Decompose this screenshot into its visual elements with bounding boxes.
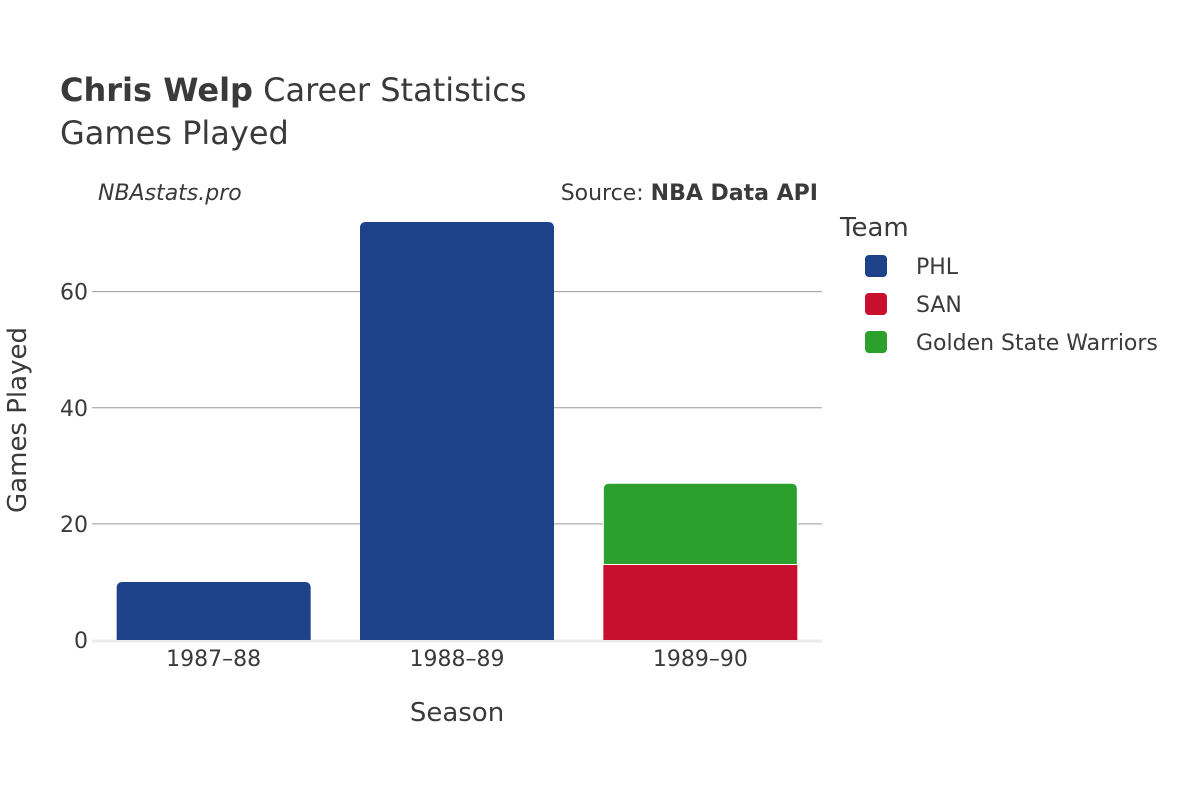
source-name: NBA Data API bbox=[651, 181, 818, 206]
x-tick-label: 1987–88 bbox=[166, 647, 261, 672]
chart-title-rest: Career Statistics bbox=[253, 71, 527, 109]
y-tick-label: 40 bbox=[60, 397, 88, 422]
x-axis-title: Season bbox=[410, 698, 504, 728]
legend-label[interactable]: Golden State Warriors bbox=[916, 331, 1158, 356]
chart-subtitle: Games Played bbox=[60, 114, 289, 152]
legend-swatch-san[interactable] bbox=[865, 293, 887, 315]
source-credit: Source: NBA Data API bbox=[561, 181, 818, 206]
chart-title: Chris Welp Career Statistics bbox=[60, 71, 527, 109]
legend-swatch-golden-state-warriors[interactable] bbox=[865, 331, 887, 353]
x-tick-label: 1989–90 bbox=[653, 647, 748, 672]
bar-1988–89-phl[interactable] bbox=[360, 222, 554, 640]
source-label: Source: bbox=[561, 181, 651, 206]
watermark: NBAstats.pro bbox=[98, 181, 242, 206]
legend-label[interactable]: PHL bbox=[916, 255, 959, 280]
legend-swatch-phl[interactable] bbox=[865, 255, 887, 277]
bar-1987–88-phl[interactable] bbox=[116, 581, 311, 640]
y-axis-title: Games Played bbox=[3, 327, 33, 513]
x-tick-label: 1988–89 bbox=[410, 647, 505, 672]
bar-1989–90-golden-state-warriors[interactable] bbox=[602, 482, 798, 566]
y-tick-label: 20 bbox=[60, 513, 88, 538]
legend-title: Team bbox=[839, 213, 909, 243]
bars bbox=[116, 222, 798, 640]
chart-title-bold: Chris Welp bbox=[60, 71, 253, 109]
x-tick-labels: 1987–88 1988–89 1989–90 bbox=[166, 647, 748, 672]
legend: Team PHL SAN Golden State Warriors bbox=[839, 213, 1158, 356]
bar-1989–90-san[interactable] bbox=[603, 564, 798, 640]
y-tick-label: 60 bbox=[60, 281, 88, 306]
y-tick-labels: 0 20 40 60 bbox=[60, 281, 88, 654]
legend-label[interactable]: SAN bbox=[916, 293, 962, 318]
y-tick-label: 0 bbox=[74, 629, 88, 654]
